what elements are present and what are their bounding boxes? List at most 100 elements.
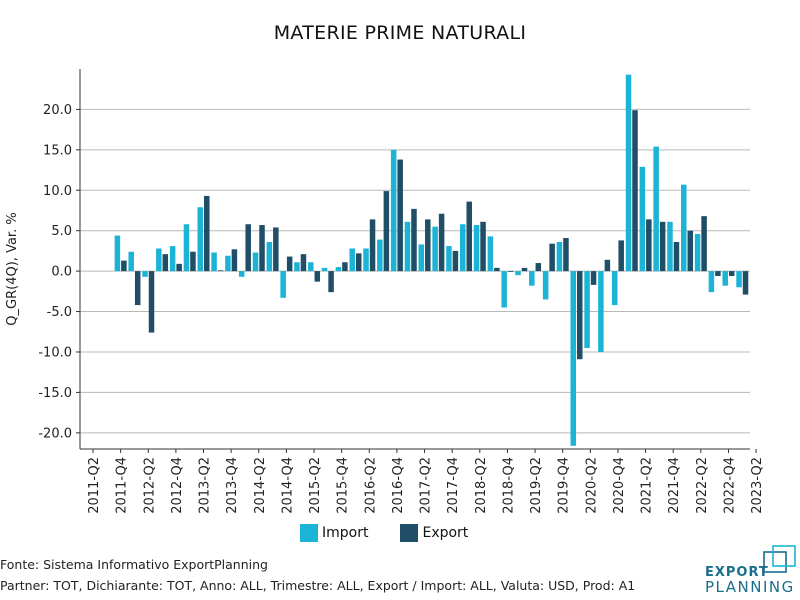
bar-import-2015-Q3: [321, 267, 328, 272]
bar-import-2016-Q4: [390, 149, 397, 272]
x-tick-label: 2013-Q2: [198, 457, 213, 514]
bar-import-2012-Q4: [169, 246, 176, 272]
x-tick-label: 2014-Q4: [280, 457, 295, 514]
bar-export-2013-Q3: [217, 270, 224, 272]
bar-import-2018-Q2: [473, 225, 480, 272]
y-tick-label: 10.0: [43, 184, 72, 199]
x-tick-label: 2011-Q4: [115, 457, 130, 514]
bar-export-2012-Q2: [148, 271, 155, 333]
x-tick-label: 2016-Q4: [391, 457, 406, 514]
x-tick-label: 2017-Q2: [419, 457, 434, 514]
partner-note: Partner: TOT, Dichiarante: TOT, Anno: AL…: [0, 578, 636, 593]
x-tick-label: 2021-Q4: [667, 457, 682, 514]
bar-import-2013-Q1: [183, 224, 190, 272]
legend-item-import: Import: [300, 524, 368, 542]
legend-label-export: Export: [422, 525, 469, 541]
bar-import-2021-Q3: [653, 146, 659, 272]
x-tick-label: 2013-Q4: [225, 457, 240, 514]
bar-import-2019-Q3: [542, 271, 549, 300]
x-tick-label: 2015-Q2: [308, 457, 323, 514]
y-tick-label: -5.0: [47, 305, 72, 320]
x-tick-label: 2022-Q2: [695, 457, 710, 514]
bar-export-2018-Q3: [494, 267, 500, 272]
bar-export-2012-Q1: [134, 271, 141, 306]
logo-mark-icon: [763, 545, 796, 573]
legend-swatch-export: [400, 524, 419, 542]
bar-export-2011-Q4: [121, 260, 127, 272]
bar-export-2021-Q2: [646, 219, 652, 272]
x-tick-label: 2019-Q2: [529, 457, 544, 514]
bar-import-2020-Q1: [570, 271, 577, 446]
legend-label-import: Import: [322, 525, 369, 541]
bar-import-2015-Q1: [294, 262, 300, 272]
x-tick-label: 2011-Q2: [87, 457, 102, 514]
bar-export-2015-Q2: [314, 271, 321, 282]
y-tick-label: 15.0: [43, 143, 72, 158]
bar-import-2014-Q1: [238, 271, 245, 277]
bar-export-2018-Q2: [480, 221, 486, 272]
logo-text-planning: PLANNING: [705, 578, 795, 596]
x-tick-label: 2012-Q4: [170, 457, 185, 514]
bar-export-2019-Q4: [563, 237, 569, 272]
bar-export-2012-Q3: [162, 254, 169, 272]
bar-import-2021-Q4: [667, 221, 673, 272]
bar-export-2015-Q1: [300, 254, 307, 272]
bar-import-2021-Q2: [639, 166, 646, 272]
bar-import-2015-Q2: [308, 262, 314, 272]
bar-import-2018-Q4: [501, 271, 507, 308]
bar-export-2016-Q4: [397, 159, 403, 272]
source-note: Fonte: Sistema Informativo ExportPlannin…: [0, 557, 268, 572]
x-tick-label: 2014-Q2: [253, 457, 268, 514]
bar-import-2014-Q3: [266, 242, 273, 272]
bar-import-2017-Q4: [446, 246, 452, 272]
bar-import-2019-Q2: [529, 271, 535, 286]
bar-import-2022-Q1: [681, 184, 687, 272]
bar-import-2017-Q3: [432, 226, 438, 272]
bar-export-2019-Q1: [521, 267, 528, 272]
bar-export-2015-Q4: [342, 262, 348, 272]
y-tick-label: 20.0: [43, 103, 72, 118]
bar-export-2022-Q3: [715, 271, 721, 276]
bar-import-2016-Q3: [377, 239, 383, 272]
bar-export-2014-Q3: [273, 227, 279, 272]
bar-export-2022-Q2: [701, 216, 707, 272]
x-tick-label: 2015-Q4: [336, 457, 351, 514]
x-tick-label: 2018-Q2: [474, 457, 489, 514]
bar-export-2022-Q1: [687, 230, 694, 272]
bar-export-2014-Q2: [259, 225, 265, 272]
x-tick-label: 2017-Q4: [446, 457, 461, 514]
y-tick-label: -15.0: [38, 386, 72, 401]
bar-import-2015-Q4: [335, 267, 342, 272]
bar-export-2022-Q4: [728, 271, 735, 276]
bar-export-2017-Q4: [452, 250, 459, 272]
bar-import-2014-Q2: [252, 252, 259, 272]
legend-swatch-import: [300, 524, 318, 542]
bar-import-2012-Q1: [128, 251, 134, 272]
bar-import-2018-Q1: [459, 224, 466, 272]
bar-export-2013-Q4: [231, 249, 238, 272]
legend: Import Export: [300, 524, 500, 542]
bar-import-2020-Q2: [584, 271, 590, 348]
x-tick-label: 2022-Q4: [722, 457, 737, 514]
bar-export-2014-Q1: [245, 224, 251, 272]
bar-export-2021-Q3: [659, 221, 666, 272]
bar-import-2013-Q4: [225, 255, 231, 272]
bar-export-2020-Q1: [577, 271, 583, 360]
bar-import-2016-Q1: [349, 248, 355, 272]
bar-import-2020-Q3: [598, 271, 604, 352]
x-tick-label: 2023-Q2: [750, 457, 765, 514]
y-tick-label: -20.0: [38, 426, 72, 441]
bar-export-2018-Q1: [466, 201, 472, 272]
x-tick-label: 2019-Q4: [557, 457, 572, 514]
bar-export-2016-Q3: [383, 191, 390, 272]
bar-export-2012-Q4: [176, 263, 182, 272]
bar-import-2017-Q2: [418, 244, 425, 272]
x-tick-label: 2021-Q2: [640, 457, 655, 514]
exportplanning-logo: EXPORT PLANNING: [705, 545, 797, 596]
bar-import-2022-Q4: [722, 271, 728, 286]
bar-import-2013-Q2: [197, 207, 204, 272]
x-tick-label: 2016-Q2: [363, 457, 378, 514]
bar-import-2017-Q1: [404, 221, 411, 272]
bar-export-2018-Q4: [507, 271, 514, 272]
